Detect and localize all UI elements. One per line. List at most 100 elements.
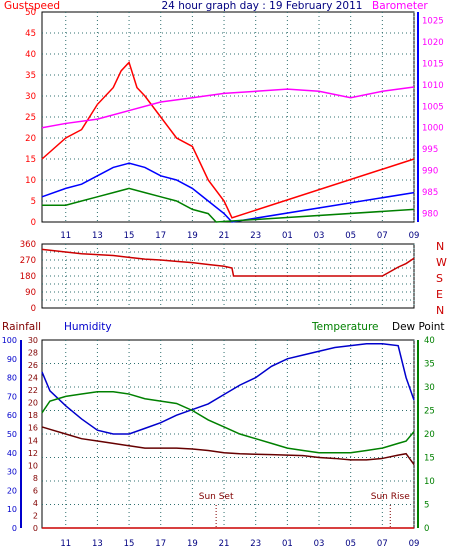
rain-y-tick-label: 4 (33, 499, 38, 508)
wind-x-tick-label: 21 (219, 231, 230, 241)
wind-x-tick-label: 07 (377, 231, 388, 241)
climate-series-0 (41, 343, 415, 435)
humidity-y-tick-label: 50 (7, 430, 17, 439)
climate-x-tick-label: 19 (187, 539, 198, 549)
humidity-y-tick-label: 10 (7, 505, 17, 514)
climate-x-tick-label: 11 (60, 539, 71, 549)
baro-y-tick-label: 1000 (422, 124, 444, 134)
humidity-y-tick-label: 60 (7, 411, 17, 420)
compass-label: W (436, 256, 447, 269)
wind-series-3 (41, 86, 415, 129)
humidity-axis-title: Humidity (64, 321, 112, 333)
rainfall-axis-title: Rainfall (2, 321, 41, 333)
humidity-y-tick-label: 90 (7, 355, 17, 364)
direction-y-tick-label: 270 (20, 256, 36, 266)
climate-series-2 (41, 426, 415, 465)
gust-y-tick-label: 50 (25, 8, 36, 18)
baro-y-tick-label: 1015 (422, 59, 444, 69)
rain-y-tick-label: 26 (28, 361, 38, 370)
baro-y-tick-label: 990 (422, 167, 438, 177)
direction-y-tick-label: 0 (31, 304, 36, 314)
sunset-label: Sun Set (199, 492, 234, 502)
wind-series-1 (41, 162, 415, 223)
baro-y-tick-label: 1005 (422, 102, 444, 112)
gust-y-tick-label: 35 (25, 71, 36, 81)
wind-x-tick-label: 05 (345, 231, 356, 241)
gust-y-tick-label: 30 (25, 92, 36, 102)
climate-x-tick-label: 07 (377, 539, 388, 549)
wind-series-2 (42, 187, 415, 223)
direction-y-tick-label: 90 (25, 288, 36, 298)
temp-y-tick-label: 35 (424, 360, 435, 370)
humidity-y-tick-label: 70 (7, 392, 17, 401)
temp-y-tick-label: 10 (424, 477, 435, 487)
rain-y-tick-label: 10 (28, 461, 38, 470)
rain-y-tick-label: 8 (33, 474, 38, 483)
rain-y-tick-label: 0 (33, 524, 38, 533)
sunrise-label: Sun Rise (371, 492, 410, 502)
baro-y-tick-label: 995 (422, 145, 438, 155)
gust-y-tick-label: 40 (25, 50, 36, 60)
baro-y-tick-label: 980 (422, 209, 438, 219)
wind-series-0 (41, 60, 415, 219)
chart-title: 24 hour graph day : 19 February 2011 (162, 0, 363, 12)
barometer-axis-title: Barometer (372, 0, 428, 12)
climate-x-tick-label: 23 (250, 539, 261, 549)
baro-y-tick-label: 1010 (422, 81, 444, 91)
gust-y-tick-label: 10 (25, 176, 36, 186)
temp-y-tick-label: 30 (424, 383, 435, 393)
direction-y-tick-label: 360 (20, 240, 36, 250)
gust-y-tick-label: 45 (25, 29, 36, 39)
wind-x-tick-label: 17 (155, 231, 166, 241)
rain-y-tick-label: 20 (28, 399, 38, 408)
gust-y-tick-label: 20 (25, 134, 36, 144)
climate-x-tick-label: 21 (219, 539, 230, 549)
baro-y-tick-label: 985 (422, 188, 438, 198)
humidity-y-tick-label: 40 (7, 449, 17, 458)
climate-x-tick-label: 03 (314, 539, 325, 549)
wind-x-tick-label: 01 (282, 231, 293, 241)
gust-y-tick-label: 5 (31, 197, 36, 207)
climate-series-1 (41, 390, 415, 454)
rain-y-tick-label: 24 (28, 374, 38, 383)
climate-x-tick-label: 09 (409, 539, 420, 549)
gust-y-tick-label: 15 (25, 155, 36, 165)
wind-x-tick-label: 15 (124, 231, 135, 241)
temp-y-tick-label: 5 (424, 501, 429, 511)
wind-x-tick-label: 23 (250, 231, 261, 241)
wind-x-tick-label: 03 (314, 231, 325, 241)
climate-x-tick-label: 17 (155, 539, 166, 549)
climate-panel-frame (41, 339, 415, 529)
compass-label: E (436, 288, 443, 301)
baro-y-tick-label: 1025 (422, 17, 444, 27)
compass-label: S (436, 272, 443, 285)
temperature-axis-title: Temperature (311, 321, 379, 333)
temp-y-tick-label: 15 (424, 454, 435, 464)
humidity-y-tick-label: 80 (7, 374, 17, 383)
rain-y-tick-label: 2 (33, 511, 38, 520)
gust-y-tick-label: 25 (25, 113, 36, 123)
rain-y-tick-label: 22 (28, 386, 38, 395)
temp-y-tick-label: 40 (424, 336, 435, 346)
rain-y-tick-label: 18 (28, 411, 38, 420)
dewpoint-axis-title: Dew Point (392, 321, 445, 333)
temp-y-tick-label: 0 (424, 524, 429, 534)
climate-x-tick-label: 01 (282, 539, 293, 549)
humidity-y-tick-label: 30 (7, 468, 17, 477)
temp-y-tick-label: 20 (424, 430, 435, 440)
humidity-y-tick-label: 0 (12, 524, 17, 533)
climate-x-tick-label: 15 (124, 539, 135, 549)
rain-y-tick-label: 6 (33, 486, 38, 495)
wind-x-tick-label: 11 (60, 231, 71, 241)
rain-y-tick-label: 16 (28, 424, 38, 433)
wind-x-tick-label: 19 (187, 231, 198, 241)
rain-y-tick-label: 14 (28, 436, 38, 445)
direction-y-tick-label: 180 (20, 272, 36, 282)
rain-y-tick-label: 30 (28, 336, 38, 345)
compass-label: N (436, 240, 444, 253)
humidity-y-tick-label: 100 (2, 336, 17, 345)
humidity-y-tick-label: 20 (7, 486, 17, 495)
rain-y-tick-label: 28 (28, 349, 38, 358)
direction-series-0 (41, 248, 415, 277)
